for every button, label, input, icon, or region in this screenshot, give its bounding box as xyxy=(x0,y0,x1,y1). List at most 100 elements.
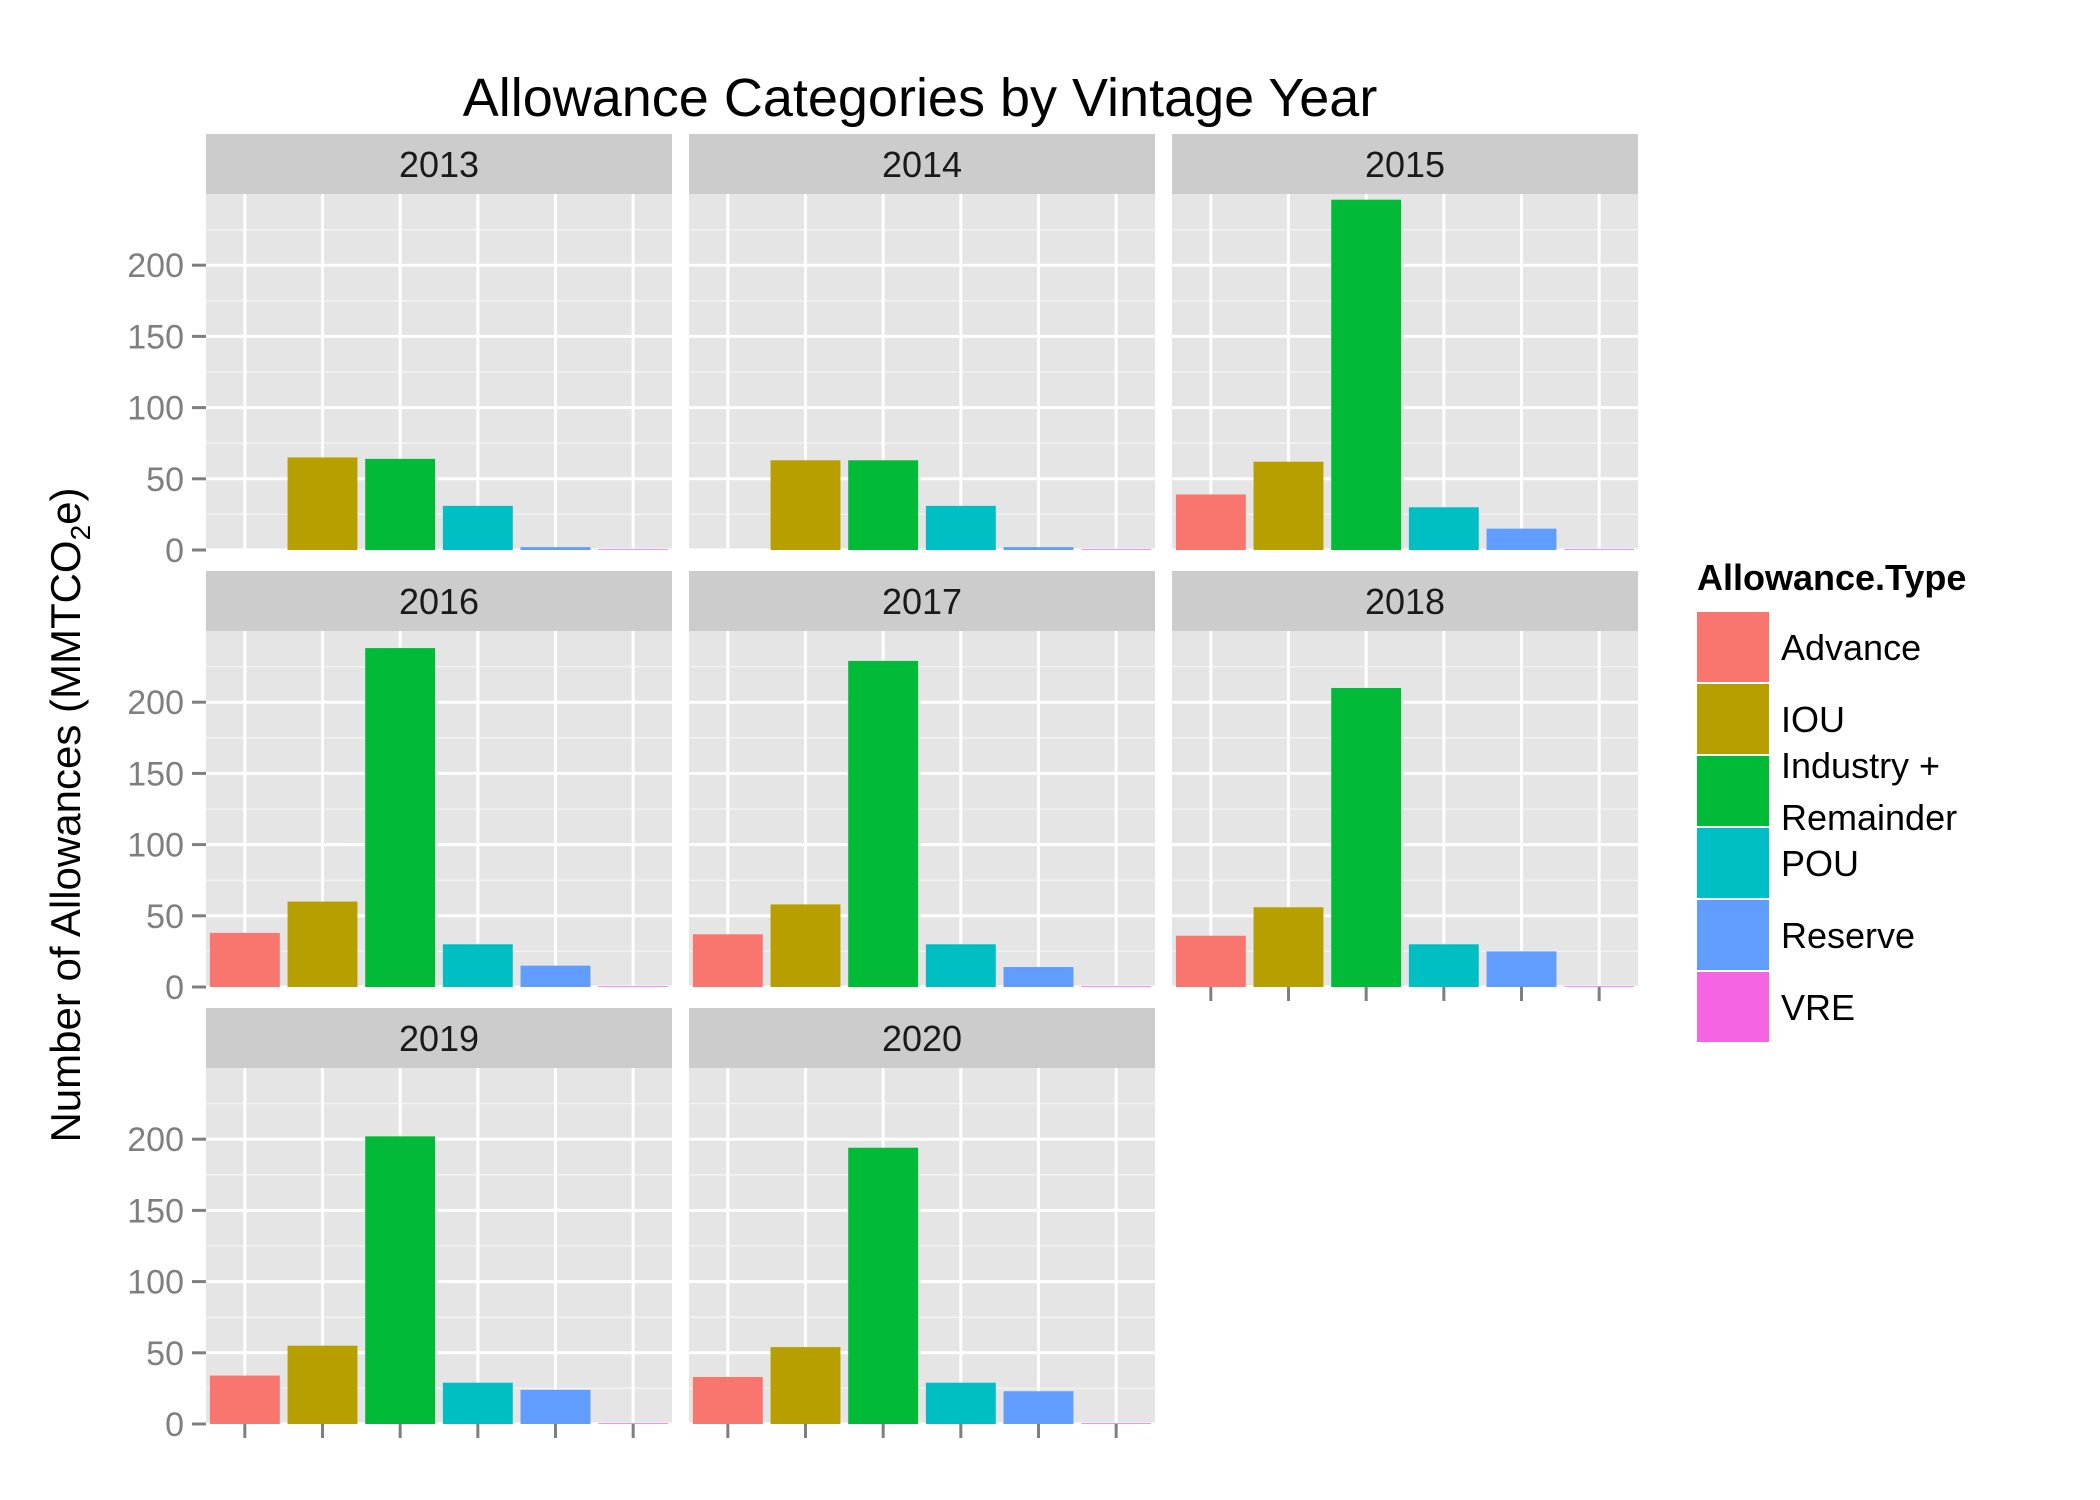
bar-2019-vre xyxy=(598,1423,669,1424)
bar-2018-industry-remainder xyxy=(1331,687,1402,987)
bar-2017-iou xyxy=(770,904,841,987)
legend-key xyxy=(1697,612,1769,682)
facet-2018: 2018 xyxy=(1172,571,1638,1001)
bar-2016-advance xyxy=(209,932,280,987)
legend-label: Industry + xyxy=(1781,745,1940,786)
y-tick-label: 150 xyxy=(127,318,184,356)
facet-panels: 2013 0 50 100 150 200 2014 2015 2016 0 50 100 150 200… xyxy=(127,134,1638,1444)
legend-label: Reserve xyxy=(1781,915,1915,956)
bar-2020-industry-remainder xyxy=(848,1147,919,1424)
facet-strip-label: 2016 xyxy=(399,581,479,622)
bar-2017-advance xyxy=(692,934,763,987)
facet-strip xyxy=(689,134,1155,194)
facet-strip xyxy=(689,1008,1155,1068)
bar-2013-industry-remainder xyxy=(365,458,436,550)
legend-item: Industry + Remainder xyxy=(1697,745,1957,838)
y-tick-label: 200 xyxy=(127,247,184,285)
bar-2019-advance xyxy=(209,1375,280,1424)
legend-label: IOU xyxy=(1781,699,1845,740)
y-tick-label: 200 xyxy=(127,1121,184,1159)
bar-2016-pou xyxy=(442,944,513,987)
facet-strip xyxy=(206,134,672,194)
bar-2017-reserve xyxy=(1003,967,1074,987)
legend-key xyxy=(1697,972,1769,1042)
bar-2013-vre xyxy=(598,549,669,550)
y-tick-label: 0 xyxy=(165,969,184,1007)
bar-2020-pou xyxy=(925,1382,996,1424)
y-axis-label: Number of Allowances (MMTCO2e) xyxy=(42,487,96,1142)
facet-strip xyxy=(206,1008,672,1068)
facet-2019: 2019 0 50 100 150 200 xyxy=(127,1008,672,1444)
bar-2020-iou xyxy=(770,1347,841,1424)
y-tick-label: 0 xyxy=(165,532,184,570)
facet-strip-label: 2017 xyxy=(882,581,962,622)
legend-item: POU xyxy=(1697,828,1859,898)
legend-label: Remainder xyxy=(1781,797,1957,838)
bar-2017-pou xyxy=(925,944,996,987)
y-tick-label: 50 xyxy=(146,898,184,936)
bar-2019-pou xyxy=(442,1382,513,1424)
bar-2018-iou xyxy=(1253,907,1324,987)
bar-2015-industry-remainder xyxy=(1331,199,1402,551)
bar-2016-industry-remainder xyxy=(365,648,436,987)
legend-label: POU xyxy=(1781,843,1859,884)
facet-strip-label: 2015 xyxy=(1365,144,1445,185)
legend-key xyxy=(1697,828,1769,898)
bar-2015-reserve xyxy=(1486,528,1557,550)
y-tick-label: 50 xyxy=(146,1335,184,1373)
bar-2019-reserve xyxy=(520,1389,591,1424)
bar-2014-iou xyxy=(770,460,841,550)
legend-item: Advance xyxy=(1697,612,1921,682)
facet-strip xyxy=(1172,134,1638,194)
facet-strip xyxy=(206,571,672,631)
legend-title: Allowance.Type xyxy=(1697,557,1966,598)
facet-2016: 2016 0 50 100 150 200 xyxy=(127,571,672,1007)
bar-2013-pou xyxy=(442,505,513,550)
y-tick-label: 50 xyxy=(146,461,184,499)
bar-2018-pou xyxy=(1408,944,1479,987)
bar-2020-advance xyxy=(692,1377,763,1424)
facet-2013: 2013 0 50 100 150 200 xyxy=(127,134,672,570)
facet-strip xyxy=(1172,571,1638,631)
bar-2015-vre xyxy=(1564,549,1635,550)
y-tick-label: 100 xyxy=(127,390,184,428)
legend-label: Advance xyxy=(1781,627,1921,668)
legend-item: Reserve xyxy=(1697,900,1915,970)
y-axis-label-main: Number of Allowances (MMTCO xyxy=(42,540,89,1142)
bar-2020-vre xyxy=(1081,1423,1152,1424)
facet-strip-label: 2020 xyxy=(882,1018,962,1059)
bar-2018-vre xyxy=(1564,986,1635,987)
legend-key xyxy=(1697,756,1769,826)
bar-2019-industry-remainder xyxy=(365,1136,436,1424)
bar-2018-reserve xyxy=(1486,951,1557,987)
facet-2014: 2014 xyxy=(689,134,1155,552)
bar-2014-pou xyxy=(925,505,996,550)
bar-2014-industry-remainder xyxy=(848,460,919,550)
facet-strip-label: 2014 xyxy=(882,144,962,185)
bar-2015-pou xyxy=(1408,507,1479,550)
bar-2016-iou xyxy=(287,901,358,987)
bar-2016-vre xyxy=(598,986,669,987)
bar-2017-industry-remainder xyxy=(848,660,919,987)
facet-2015: 2015 xyxy=(1172,134,1638,552)
legend-item: VRE xyxy=(1697,972,1855,1042)
bar-2015-iou xyxy=(1253,461,1324,550)
chart-title: Allowance Categories by Vintage Year xyxy=(463,68,1378,128)
y-tick-label: 200 xyxy=(127,684,184,722)
bar-2013-reserve xyxy=(520,547,591,550)
bar-2018-advance xyxy=(1175,935,1246,987)
y-axis-label-end: e) xyxy=(42,487,89,524)
y-tick-label: 0 xyxy=(165,1406,184,1444)
bar-2016-reserve xyxy=(520,965,591,987)
legend-item: IOU xyxy=(1697,684,1845,754)
facet-strip xyxy=(689,571,1155,631)
bar-2013-iou xyxy=(287,457,358,550)
facet-2020: 2020 xyxy=(689,1008,1155,1438)
bar-2019-iou xyxy=(287,1345,358,1424)
legend-label: VRE xyxy=(1781,987,1855,1028)
legend-key xyxy=(1697,684,1769,754)
facet-strip-label: 2019 xyxy=(399,1018,479,1059)
bar-2017-vre xyxy=(1081,986,1152,987)
y-tick-label: 100 xyxy=(127,827,184,865)
